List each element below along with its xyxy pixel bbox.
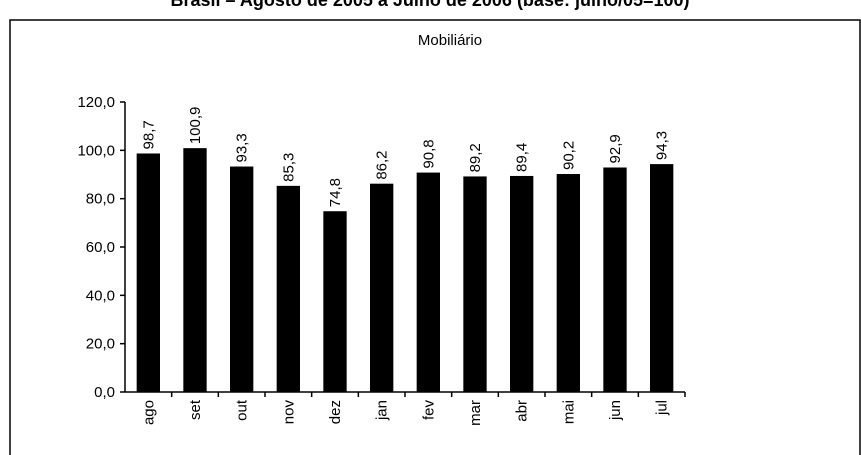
bar xyxy=(230,166,254,392)
bar xyxy=(276,185,300,392)
bar xyxy=(463,176,487,392)
y-tick-label: 40,0 xyxy=(86,287,115,304)
bar xyxy=(416,172,440,392)
y-tick-label: 60,0 xyxy=(86,239,115,256)
bar xyxy=(136,153,160,392)
page-header: Brasil – Agosto de 2005 a Julho de 2006 … xyxy=(170,0,689,10)
chart-frame xyxy=(9,19,861,455)
x-tick-label: ago xyxy=(140,400,157,425)
y-tick-label: 0,0 xyxy=(94,384,115,401)
bar xyxy=(603,167,627,392)
chart-title: Mobiliário xyxy=(418,32,482,49)
x-tick-label: abr xyxy=(514,400,531,422)
value-label: 94,3 xyxy=(654,131,671,160)
value-label: 89,4 xyxy=(514,143,531,172)
value-label: 86,2 xyxy=(374,150,391,179)
value-label: 90,2 xyxy=(560,141,577,170)
bar xyxy=(510,175,534,392)
bar xyxy=(323,211,347,392)
x-tick-label: dez xyxy=(327,400,344,424)
value-label: 92,9 xyxy=(607,134,624,163)
x-tick-label: out xyxy=(234,399,251,421)
bar xyxy=(183,148,207,392)
value-label: 89,2 xyxy=(467,143,484,172)
x-tick-label: jan xyxy=(374,400,391,421)
bar xyxy=(556,174,580,392)
x-tick-label: nov xyxy=(280,400,297,425)
x-tick-label: mai xyxy=(560,400,577,424)
x-tick-label: jul xyxy=(654,400,671,416)
value-label: 90,8 xyxy=(420,139,437,168)
x-tick-label: jun xyxy=(607,400,624,421)
y-tick-label: 80,0 xyxy=(86,191,115,208)
y-tick-label: 120,0 xyxy=(77,94,115,111)
value-label: 100,9 xyxy=(187,107,204,145)
value-label: 74,8 xyxy=(327,178,344,207)
value-label: 98,7 xyxy=(140,120,157,149)
y-tick-label: 100,0 xyxy=(77,142,115,159)
value-label: 85,3 xyxy=(280,153,297,182)
bar xyxy=(370,183,394,392)
x-tick-label: fev xyxy=(420,400,437,421)
y-tick-label: 20,0 xyxy=(86,336,115,353)
value-label: 93,3 xyxy=(234,133,251,162)
x-tick-label: set xyxy=(187,399,204,420)
x-tick-label: mar xyxy=(467,400,484,426)
bar xyxy=(650,164,674,392)
